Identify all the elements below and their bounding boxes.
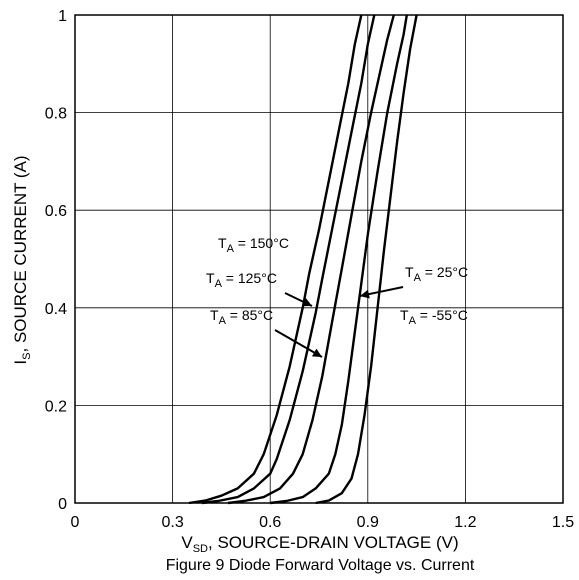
annotation-sub: A [409, 315, 417, 327]
series-line-3 [270, 14, 408, 505]
y-tick-label: 1 [58, 8, 67, 25]
x-axis-label-sub: SD [193, 543, 208, 555]
annotation-main: T [405, 264, 414, 280]
x-tick-label: 1.5 [552, 514, 574, 531]
y-tick-label: 0 [58, 496, 67, 513]
series-line-0 [188, 14, 363, 505]
annotation-arrowhead-3 [360, 289, 370, 299]
annotation-rest: = -55°C [416, 307, 468, 323]
annotation-label-4: TA = -55°C [400, 307, 468, 327]
annotation-sub: A [215, 278, 223, 290]
annotation-arrowhead-2 [311, 348, 322, 357]
annotation-rest: = 125°C [222, 270, 277, 286]
plot-frame [74, 14, 564, 504]
annotation-label-1: TA = 125°C [206, 270, 277, 290]
x-tick-label: 0 [71, 514, 80, 531]
series-line-4 [315, 14, 418, 505]
annotation-label-0: TA = 150°C [218, 235, 289, 255]
tick-labels: 0 0.3 0.6 0.9 1.2 1.5 0 0.2 0.4 0.6 0.8 1 [45, 8, 574, 531]
figure-caption: Figure 9 Diode Forward Voltage vs. Curre… [166, 557, 475, 574]
y-tick-label: 0.4 [45, 301, 67, 318]
x-tick-label: 1.2 [454, 514, 476, 531]
y-axis-label-main: I [11, 360, 30, 365]
series-layer [188, 14, 418, 505]
x-tick-label: 0.3 [161, 514, 183, 531]
series-line-1 [201, 14, 376, 505]
annotation-main: T [400, 307, 409, 323]
x-axis-label-rest: , SOURCE-DRAIN VOLTAGE (V) [208, 533, 459, 552]
annotation-main: T [210, 307, 219, 323]
annotation-main: T [218, 235, 227, 251]
y-tick-label: 0.8 [45, 106, 67, 123]
annotation-rest: = 85°C [226, 307, 273, 323]
annotation-sub: A [227, 243, 235, 255]
annotation-sub: A [414, 272, 422, 284]
annotation-arrowhead-1 [301, 298, 312, 307]
annotation-label-3: TA = 25°C [405, 264, 468, 284]
y-tick-label: 0.2 [45, 398, 67, 415]
annotation-main: T [206, 270, 215, 286]
y-tick-label: 0.6 [45, 203, 67, 220]
annotation-sub: A [219, 315, 227, 327]
x-axis-label: VSD, SOURCE-DRAIN VOLTAGE (V) [181, 533, 458, 555]
annotation-label-2: TA = 85°C [210, 307, 273, 327]
y-axis-label-rest: , SOURCE CURRENT (A) [11, 155, 30, 352]
x-axis-label-main: V [181, 533, 193, 552]
y-axis-label: IS, SOURCE CURRENT (A) [11, 155, 33, 364]
grid [75, 15, 563, 503]
annotations: TA = 150°CTA = 125°CTA = 85°CTA = 25°CTA… [206, 235, 468, 358]
x-tick-label: 0.9 [357, 514, 379, 531]
annotation-arrow-2 [274, 329, 323, 358]
annotation-rest: = 150°C [234, 235, 289, 251]
x-tick-label: 0.6 [259, 514, 281, 531]
series-line-2 [227, 14, 395, 505]
y-axis-label-sub: S [21, 353, 33, 360]
annotation-rest: = 25°C [421, 264, 468, 280]
